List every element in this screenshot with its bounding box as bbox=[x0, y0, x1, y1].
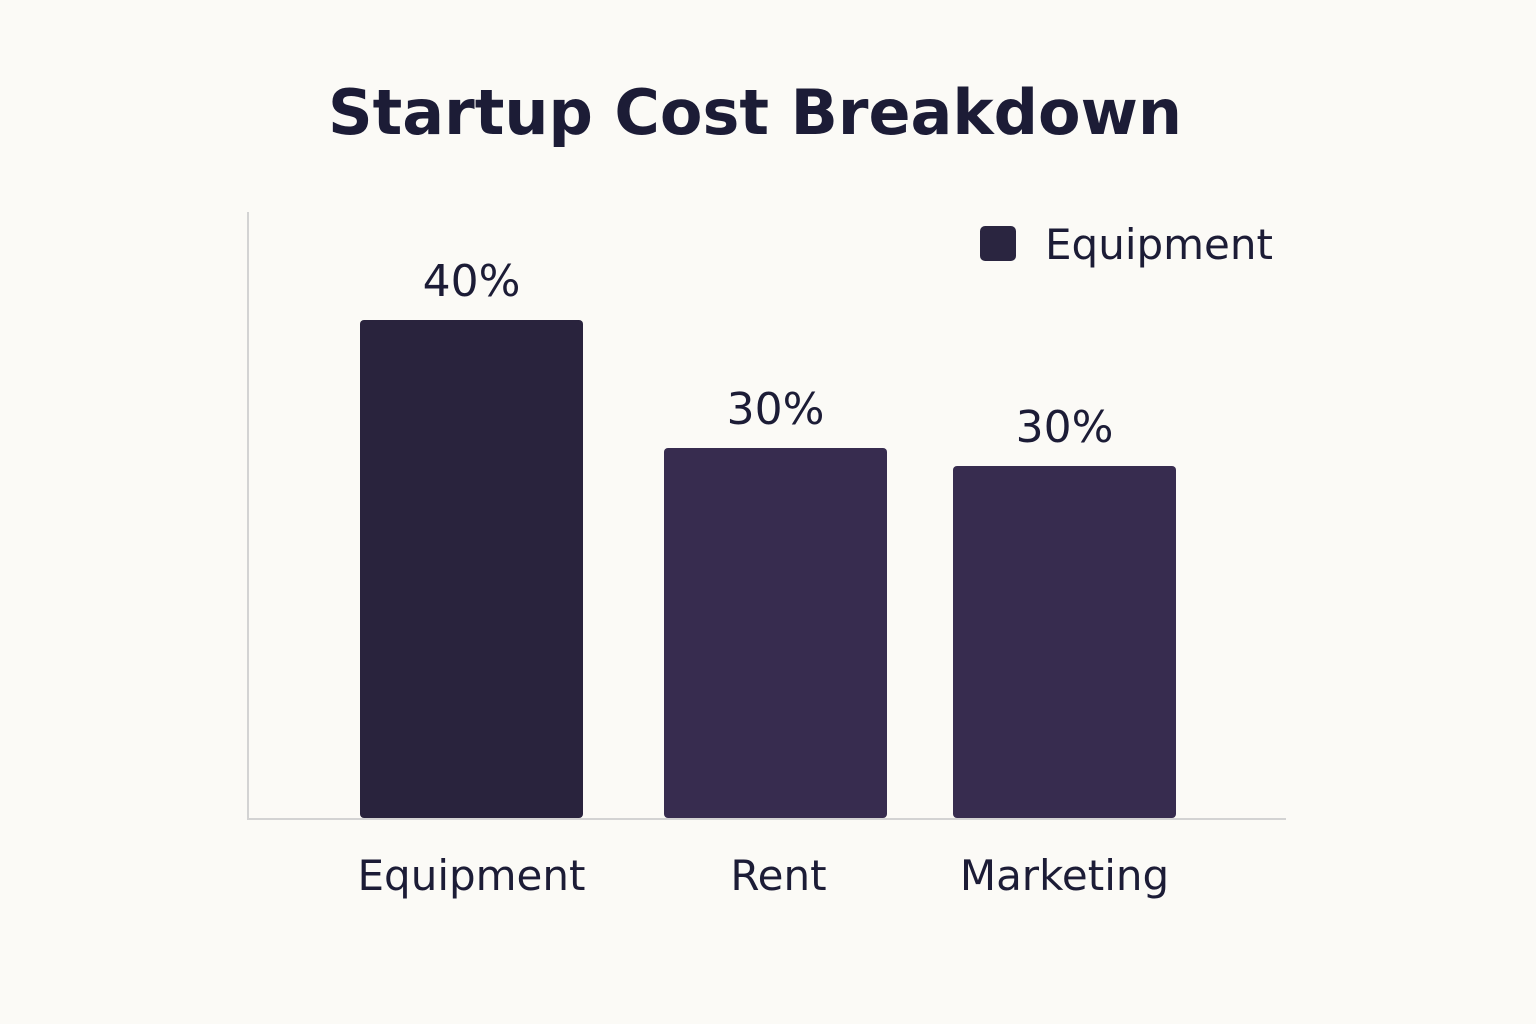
chart-title: Startup Cost Breakdown bbox=[328, 76, 1182, 149]
data-labels-group: 40% 30% 30% bbox=[423, 256, 1114, 453]
data-label-rent: 30% bbox=[727, 384, 825, 435]
x-tick-label-marketing: Marketing bbox=[960, 851, 1169, 900]
data-label-equipment: 40% bbox=[423, 256, 521, 307]
bar-rent bbox=[664, 448, 887, 818]
x-tick-labels-group: Equipment Rent Marketing bbox=[358, 851, 1170, 900]
bar-equipment bbox=[360, 320, 583, 818]
x-tick-label-rent: Rent bbox=[730, 851, 826, 900]
data-label-marketing: 30% bbox=[1016, 402, 1114, 453]
legend-swatch-equipment bbox=[980, 226, 1016, 261]
legend-label-equipment: Equipment bbox=[1045, 220, 1273, 269]
legend: Equipment bbox=[980, 220, 1273, 269]
bar-marketing bbox=[953, 466, 1176, 818]
bars-group bbox=[360, 320, 1176, 818]
x-tick-label-equipment: Equipment bbox=[358, 851, 586, 900]
